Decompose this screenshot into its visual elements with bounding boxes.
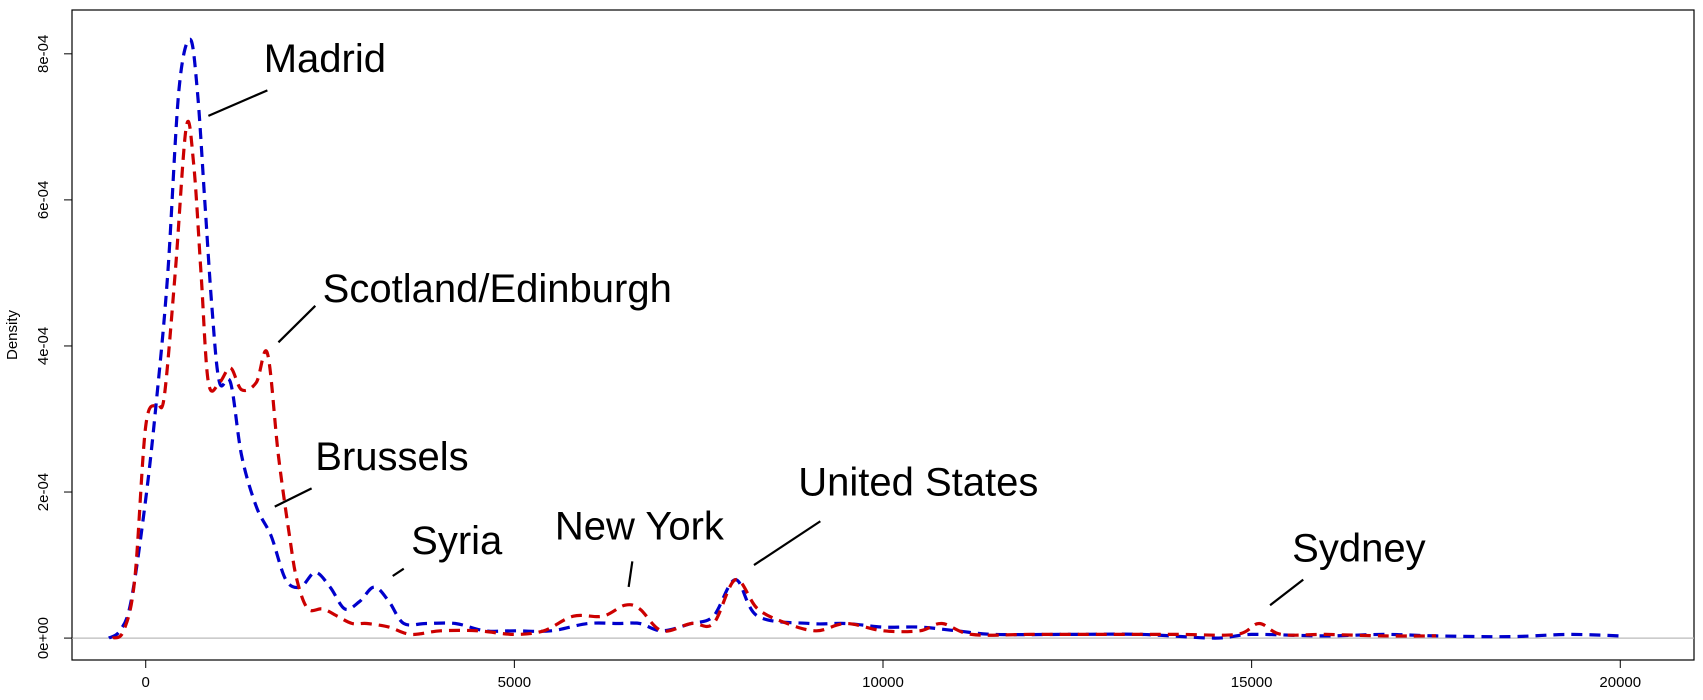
y-tick-label: 4e-04 — [35, 327, 52, 365]
annotation-pointer — [274, 487, 313, 508]
y-tick-label: 0e+00 — [35, 617, 52, 659]
y-axis-title: Density — [4, 309, 21, 360]
annotation-pointer — [753, 520, 821, 566]
annotation-label: United States — [798, 461, 1038, 505]
plot-frame — [71, 9, 1695, 661]
y-tick-label: 8e-04 — [35, 35, 52, 73]
annotation-pointer — [392, 567, 405, 577]
x-tick-label: 0 — [142, 674, 150, 691]
annotation-label: Brussels — [315, 435, 468, 479]
y-tick-label: 2e-04 — [35, 473, 52, 511]
annotation-label: Madrid — [264, 37, 386, 81]
annotation-pointer — [277, 305, 317, 344]
annotation-label: Syria — [411, 519, 503, 563]
density-series-line-1 — [108, 37, 1621, 640]
annotation-label: Sydney — [1292, 526, 1425, 570]
annotation-label: New York — [555, 504, 725, 548]
annotation-label: Scotland/Edinburgh — [323, 267, 672, 311]
x-tick-label: 5000 — [498, 674, 531, 691]
annotation-pointer — [1269, 578, 1304, 607]
x-tick-label: 15000 — [1231, 674, 1273, 691]
x-tick-label: 10000 — [862, 674, 904, 691]
x-tick-label: 20000 — [1599, 674, 1641, 691]
density-series-line-2 — [111, 119, 1437, 640]
annotation-pointer — [627, 561, 634, 588]
annotation-pointer — [207, 89, 268, 117]
y-tick-label: 6e-04 — [35, 181, 52, 219]
